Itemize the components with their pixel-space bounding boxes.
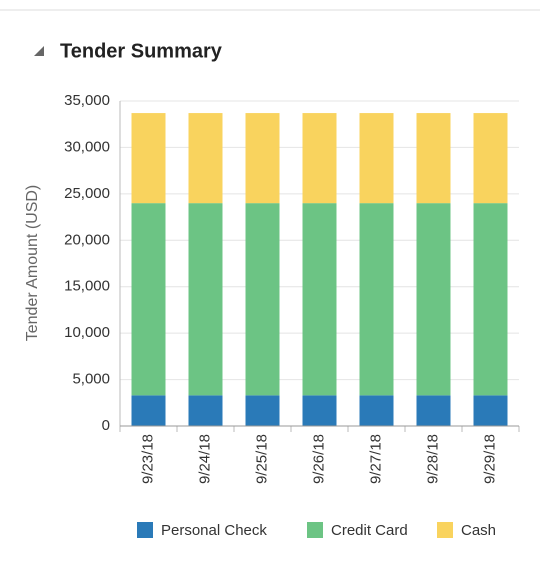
bar — [188, 395, 223, 426]
bar — [473, 203, 508, 396]
chart-title: Tender Summary — [60, 40, 223, 62]
bar — [131, 203, 166, 396]
legend-swatch — [137, 522, 153, 538]
bar — [416, 395, 451, 426]
x-tick-label: 9/28/18 — [424, 434, 441, 484]
legend-label: Personal Check — [161, 522, 267, 539]
legend-swatch — [307, 522, 323, 538]
bar — [245, 395, 280, 426]
bar — [359, 113, 394, 204]
legend-label: Credit Card — [331, 522, 408, 539]
bar — [188, 203, 223, 396]
bar — [359, 203, 394, 396]
bar — [131, 395, 166, 426]
y-tick-label: 25,000 — [64, 185, 110, 202]
bar — [359, 395, 394, 426]
y-tick-label: 20,000 — [64, 231, 110, 248]
legend-swatch — [437, 522, 453, 538]
bar — [245, 203, 280, 396]
x-tick-label: 9/23/18 — [139, 434, 156, 484]
bar — [473, 395, 508, 426]
bar — [302, 113, 337, 204]
x-tick-label: 9/27/18 — [367, 434, 384, 484]
bar — [245, 113, 280, 204]
x-tick-label: 9/25/18 — [253, 434, 270, 484]
bar — [416, 113, 451, 204]
x-tick-label: 9/29/18 — [481, 434, 498, 484]
legend-label: Cash — [461, 522, 496, 539]
y-tick-label: 0 — [102, 417, 110, 434]
bar — [416, 203, 451, 396]
y-tick-label: 5,000 — [72, 371, 110, 388]
y-axis-label: Tender Amount (USD) — [24, 185, 41, 342]
y-tick-label: 30,000 — [64, 138, 110, 155]
y-tick-label: 35,000 — [64, 92, 110, 109]
bar — [131, 113, 166, 204]
x-tick-label: 9/26/18 — [310, 434, 327, 484]
bar — [302, 395, 337, 426]
bar — [302, 203, 337, 396]
collapse-icon[interactable] — [34, 46, 44, 56]
x-tick-label: 9/24/18 — [196, 434, 213, 484]
y-tick-label: 15,000 — [64, 278, 110, 295]
bar — [188, 113, 223, 204]
bar — [473, 113, 508, 204]
y-tick-label: 10,000 — [64, 324, 110, 341]
